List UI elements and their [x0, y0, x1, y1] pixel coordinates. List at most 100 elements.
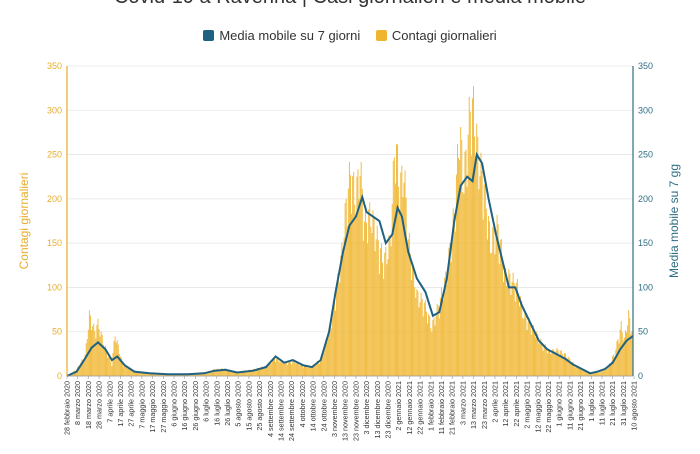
daily-cases-bar	[366, 222, 368, 376]
daily-cases-bar	[438, 318, 440, 376]
daily-cases-bar	[398, 186, 400, 376]
daily-cases-bar	[568, 356, 570, 376]
daily-cases-bar	[106, 350, 108, 376]
daily-cases-bar	[352, 176, 354, 376]
legend: Media mobile su 7 giorni Contagi giornal…	[0, 28, 700, 44]
right-y-tick-label: 150	[638, 238, 653, 248]
daily-cases-bar	[596, 372, 598, 376]
daily-cases-bar	[270, 363, 272, 376]
daily-cases-bar	[393, 157, 395, 376]
daily-cases-bar	[534, 334, 535, 376]
daily-cases-bar	[107, 357, 109, 376]
daily-cases-bar	[577, 367, 579, 376]
daily-cases-bar	[228, 369, 229, 376]
daily-cases-bar	[264, 366, 266, 376]
daily-cases-bar	[547, 349, 549, 376]
daily-cases-bar	[467, 134, 469, 376]
daily-cases-bar	[351, 213, 353, 376]
daily-cases-bar	[478, 189, 480, 376]
x-tick-label: 6 luglio 2020	[202, 381, 211, 422]
legend-swatch-bars	[375, 30, 387, 41]
x-tick-label: 12 aprile 2021	[501, 381, 510, 427]
legend-item-moving-average[interactable]: Media mobile su 7 giorni	[203, 28, 360, 43]
daily-cases-bar	[336, 286, 338, 376]
daily-cases-bar	[210, 371, 212, 376]
x-tick-label: 31 luglio 2021	[619, 381, 628, 426]
daily-cases-bar	[219, 369, 221, 376]
daily-cases-bar	[271, 360, 273, 376]
daily-cases-bar	[498, 263, 500, 376]
legend-item-daily-cases[interactable]: Contagi giornalieri	[375, 28, 497, 43]
daily-cases-bar	[86, 339, 88, 376]
daily-cases-bar	[98, 329, 100, 376]
daily-cases-bar	[586, 372, 588, 376]
daily-cases-bar	[583, 369, 585, 376]
daily-cases-bar	[88, 310, 90, 376]
x-tick-label: 21 luglio 2021	[608, 381, 617, 426]
daily-cases-bar	[144, 372, 146, 376]
daily-cases-bar	[424, 300, 426, 376]
daily-cases-bar	[618, 343, 620, 376]
daily-cases-bar	[324, 343, 326, 376]
daily-cases-bar	[517, 296, 519, 376]
daily-cases-bar	[347, 188, 349, 376]
daily-cases-bar	[501, 263, 503, 376]
daily-cases-bar	[111, 366, 113, 376]
x-tick-label: 11 febbraio 2021	[437, 381, 446, 434]
daily-cases-bar	[92, 326, 94, 376]
daily-cases-bar	[582, 369, 584, 376]
daily-cases-bar	[525, 316, 527, 376]
daily-cases-bar	[289, 361, 290, 376]
daily-cases-bar	[277, 358, 279, 376]
daily-cases-bar	[206, 372, 208, 376]
daily-cases-bar	[580, 367, 581, 376]
x-tick-label: 17 maggio 2020	[148, 381, 157, 433]
daily-cases-bar	[560, 350, 562, 376]
daily-cases-bar	[251, 370, 253, 376]
daily-cases-bar	[282, 363, 284, 376]
daily-cases-bar	[400, 172, 402, 376]
right-y-tick-label: 250	[638, 150, 653, 160]
x-tick-label: 23 marzo 2021	[480, 381, 489, 429]
left-axis-label: Contagi giornalieri	[17, 173, 31, 270]
daily-cases-bar	[466, 186, 468, 376]
daily-cases-bar	[284, 361, 286, 376]
daily-cases-bar	[511, 281, 513, 376]
daily-cases-bar	[342, 254, 344, 376]
daily-cases-bar	[550, 353, 552, 376]
daily-cases-bar	[494, 254, 496, 376]
daily-cases-bar	[537, 334, 539, 376]
daily-cases-bar	[570, 363, 572, 376]
left-y-tick-label: 0	[57, 371, 62, 381]
daily-cases-bar	[523, 318, 525, 376]
daily-cases-bar	[475, 156, 477, 376]
daily-cases-bar	[127, 368, 129, 376]
daily-cases-bar	[145, 372, 147, 376]
daily-cases-bar	[524, 311, 526, 376]
x-tick-label: 16 giugno 2020	[180, 381, 189, 431]
daily-cases-bar	[213, 368, 215, 376]
daily-cases-bar	[557, 349, 559, 376]
daily-cases-bar	[337, 273, 339, 376]
daily-cases-bar	[146, 372, 148, 376]
daily-cases-bar	[427, 323, 428, 376]
x-tick-label: 14 settembre 2020	[277, 381, 286, 441]
daily-cases-bar	[93, 323, 95, 376]
daily-cases-bar	[624, 330, 626, 376]
daily-cases-bar	[125, 364, 127, 376]
daily-cases-bar	[435, 315, 437, 376]
daily-cases-bar	[126, 366, 128, 376]
daily-cases-bar	[541, 342, 543, 376]
daily-cases-bar	[348, 161, 350, 376]
moving-average-line	[66, 151, 634, 377]
daily-cases-bar	[280, 359, 282, 376]
daily-cases-bar	[371, 233, 373, 376]
daily-cases-bar	[545, 348, 547, 376]
x-tick-label: 18 marzo 2020	[84, 381, 93, 429]
daily-cases-bar	[315, 363, 317, 376]
daily-cases-bar	[468, 97, 470, 376]
daily-cases-bar	[526, 330, 528, 376]
daily-cases-bar	[321, 354, 323, 376]
x-tick-label: 8 marzo 2020	[73, 381, 82, 425]
daily-cases-bar	[401, 165, 403, 376]
